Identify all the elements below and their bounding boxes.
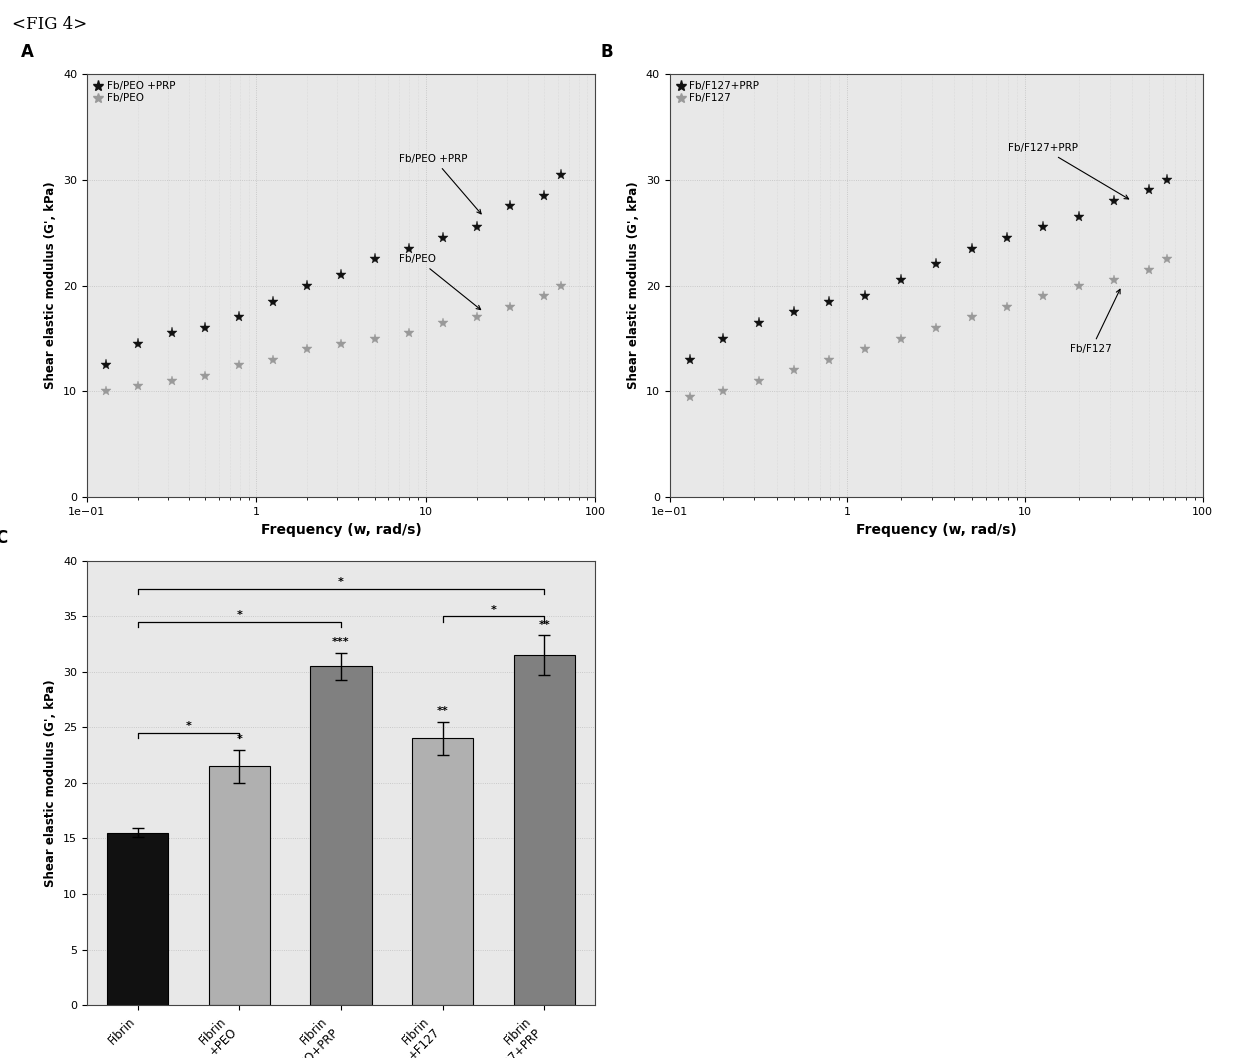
Text: *: * [237,610,242,620]
X-axis label: Frequency (w, rad/s): Frequency (w, rad/s) [856,523,1017,536]
Text: *: * [237,734,242,744]
Text: Fb/F127+PRP: Fb/F127+PRP [1008,143,1128,199]
Y-axis label: Shear elastic modulus (G', kPa): Shear elastic modulus (G', kPa) [45,679,57,887]
Text: *: * [186,722,191,731]
Bar [513,655,575,1005]
Text: *: * [339,577,343,587]
Text: B: B [600,43,613,61]
Text: Fb/PEO +PRP: Fb/PEO +PRP [399,153,481,214]
Text: ***: *** [332,637,350,647]
Text: *: * [491,604,496,615]
Bar [208,766,270,1005]
X-axis label: Frequency (w, rad/s): Frequency (w, rad/s) [260,523,422,536]
Bar [310,667,372,1005]
Y-axis label: Shear elastic modulus (G', kPa): Shear elastic modulus (G', kPa) [45,182,57,389]
Bar [412,738,474,1005]
Y-axis label: Shear elastic modulus (G', kPa): Shear elastic modulus (G', kPa) [627,182,640,389]
Bar [107,833,169,1005]
Text: Fb/F127: Fb/F127 [1070,289,1120,354]
Text: C: C [0,529,7,547]
Text: <FIG 4>: <FIG 4> [12,16,88,33]
Text: A: A [21,43,33,61]
Text: Fb/PEO: Fb/PEO [399,254,481,310]
Legend: Fb/F127+PRP, Fb/F127: Fb/F127+PRP, Fb/F127 [675,79,761,106]
Legend: Fb/PEO +PRP, Fb/PEO: Fb/PEO +PRP, Fb/PEO [92,79,177,106]
Text: **: ** [538,620,551,630]
Text: **: ** [436,707,449,716]
